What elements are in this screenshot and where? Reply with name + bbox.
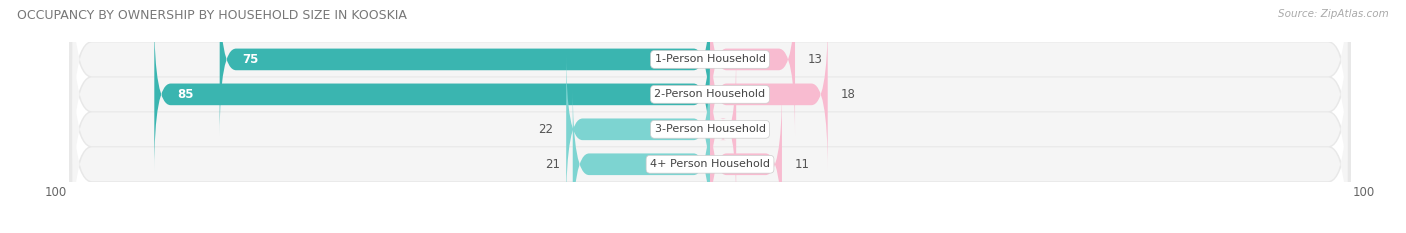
Text: 4+ Person Household: 4+ Person Household bbox=[650, 159, 770, 169]
FancyBboxPatch shape bbox=[572, 88, 710, 233]
Text: Source: ZipAtlas.com: Source: ZipAtlas.com bbox=[1278, 9, 1389, 19]
Text: 22: 22 bbox=[538, 123, 553, 136]
FancyBboxPatch shape bbox=[69, 25, 1351, 233]
Text: 21: 21 bbox=[544, 158, 560, 171]
FancyBboxPatch shape bbox=[73, 0, 1347, 147]
Text: 75: 75 bbox=[243, 53, 259, 66]
FancyBboxPatch shape bbox=[219, 0, 710, 136]
Text: 13: 13 bbox=[808, 53, 823, 66]
Text: OCCUPANCY BY OWNERSHIP BY HOUSEHOLD SIZE IN KOOSKIA: OCCUPANCY BY OWNERSHIP BY HOUSEHOLD SIZE… bbox=[17, 9, 406, 22]
FancyBboxPatch shape bbox=[710, 53, 737, 206]
FancyBboxPatch shape bbox=[69, 0, 1351, 198]
Text: 11: 11 bbox=[794, 158, 810, 171]
FancyBboxPatch shape bbox=[69, 0, 1351, 163]
FancyBboxPatch shape bbox=[73, 76, 1347, 233]
Text: 18: 18 bbox=[841, 88, 856, 101]
FancyBboxPatch shape bbox=[567, 53, 710, 206]
Text: 4: 4 bbox=[749, 123, 756, 136]
FancyBboxPatch shape bbox=[710, 0, 794, 136]
FancyBboxPatch shape bbox=[710, 88, 782, 233]
FancyBboxPatch shape bbox=[73, 7, 1347, 182]
FancyBboxPatch shape bbox=[155, 18, 710, 171]
FancyBboxPatch shape bbox=[69, 60, 1351, 233]
FancyBboxPatch shape bbox=[73, 41, 1347, 217]
Text: 2-Person Household: 2-Person Household bbox=[654, 89, 766, 99]
Text: 1-Person Household: 1-Person Household bbox=[655, 55, 765, 64]
Text: 3-Person Household: 3-Person Household bbox=[655, 124, 765, 134]
Text: 85: 85 bbox=[177, 88, 194, 101]
FancyBboxPatch shape bbox=[710, 18, 828, 171]
